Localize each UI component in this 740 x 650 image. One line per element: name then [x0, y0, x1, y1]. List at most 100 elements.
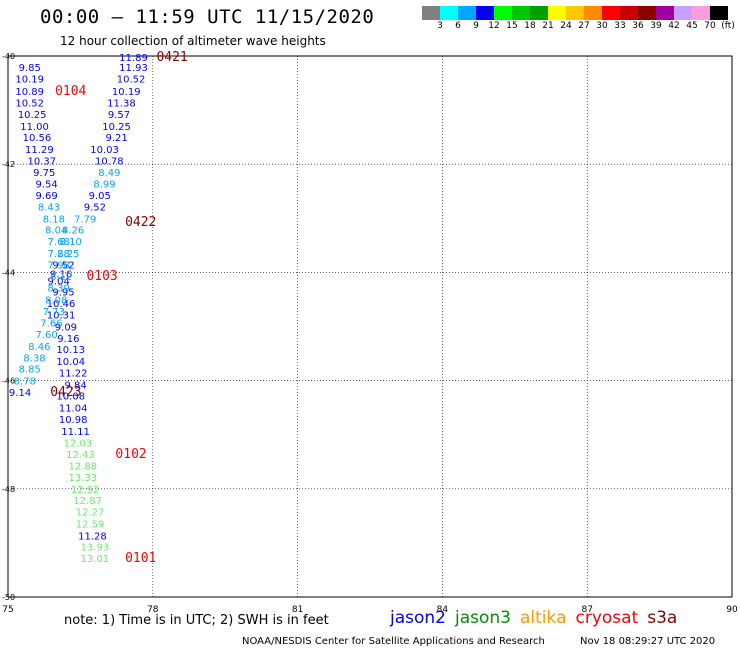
- credit-text: NOAA/NESDIS Center for Satellite Applica…: [242, 636, 545, 647]
- pass-time-label: 0103: [86, 269, 117, 284]
- satellite-legend-item: jason2: [390, 608, 446, 628]
- wave-height-label: 8.08: [45, 295, 67, 306]
- wave-height-label: 11.04: [59, 404, 88, 415]
- y-tick-label: -48: [2, 485, 15, 494]
- x-tick-label: 87: [581, 605, 592, 615]
- colorbar-swatch: [602, 6, 620, 20]
- colorbar-tick-label: 6: [455, 21, 461, 31]
- colorbar-swatch: [638, 6, 656, 20]
- wave-height-label: 10.08: [56, 392, 85, 403]
- x-tick-label: 78: [147, 605, 159, 615]
- y-tick-label: -50: [2, 593, 15, 602]
- x-tick-label: 75: [2, 605, 13, 615]
- colorbar-tick-label: 45: [686, 21, 698, 31]
- colorbar-tick-label: (ft): [721, 21, 735, 31]
- wave-height-label: 7.98: [48, 260, 70, 271]
- colorbar-swatch: [512, 6, 530, 20]
- colorbar-tick-label: 30: [596, 21, 608, 31]
- colorbar-swatch: [476, 6, 494, 20]
- colorbar-swatch: [530, 6, 548, 20]
- wave-height-label: 9.75: [33, 168, 55, 179]
- wave-height-label: 8.39: [48, 284, 70, 295]
- pass-time-label: 0421: [156, 50, 187, 65]
- colorbar-tick-label: 24: [560, 21, 572, 31]
- colorbar-tick-label: 39: [650, 21, 662, 31]
- colorbar-tick-label: 21: [542, 21, 554, 31]
- chart-subtitle: 12 hour collection of altimeter wave hei…: [60, 34, 326, 48]
- wave-height-label: 8.12: [50, 272, 72, 283]
- y-tick-label: -46: [2, 377, 15, 386]
- wave-height-label: 10.13: [56, 345, 85, 356]
- wave-height-label: 8.78: [14, 377, 36, 388]
- colorbar-swatch: [440, 6, 458, 20]
- y-tick-label: -40: [2, 52, 15, 61]
- wave-height-label: 8.10: [60, 237, 82, 248]
- x-tick-label: 81: [292, 605, 303, 615]
- wave-height-label: 12.43: [66, 450, 95, 461]
- colorbar-swatch: [566, 6, 584, 20]
- wave-height-label: 10.52: [117, 75, 146, 86]
- wave-height-label: 9.14: [9, 388, 31, 399]
- pass-time-label: 0101: [125, 551, 156, 566]
- colorbar-swatch: [674, 6, 692, 20]
- wave-height-label: 10.25: [102, 122, 131, 133]
- wave-height-label: 12.87: [73, 496, 102, 507]
- wave-height-label: 10.78: [95, 156, 124, 167]
- colorbar-tick-label: 9: [473, 21, 479, 31]
- wave-height-label: 10.52: [15, 99, 44, 110]
- wave-height-label: 12.88: [68, 462, 97, 473]
- wave-height-label: 12.92: [71, 485, 100, 496]
- wave-height-label: 7.66: [40, 319, 62, 330]
- colorbar-swatch: [584, 6, 602, 20]
- colorbar-tick-label: 33: [614, 21, 626, 31]
- wave-height-label: 9.54: [35, 180, 57, 191]
- colorbar-swatch: [494, 6, 512, 20]
- colorbar-swatch: [692, 6, 710, 20]
- units-note: note: 1) Time is in UTC; 2) SWH is in fe…: [64, 613, 329, 628]
- colorbar-tick-label: 12: [488, 21, 500, 31]
- colorbar-swatch: [422, 6, 440, 20]
- colorbar-swatches: [422, 6, 728, 20]
- wave-height-label: 7.28: [48, 249, 70, 260]
- wave-height-label: 9.09: [55, 323, 77, 334]
- x-tick-label: 90: [726, 605, 738, 615]
- pass-time-label: 0423: [50, 385, 81, 400]
- wave-height-label: 9.85: [19, 63, 41, 74]
- chart-title: 00:00 – 11:59 UTC 11/15/2020: [40, 6, 375, 28]
- colorbar-swatch: [710, 6, 728, 20]
- wave-height-label: 10.98: [59, 415, 88, 426]
- wave-height-label: 11.00: [20, 122, 49, 133]
- colorbar-tick-label: 70: [704, 21, 716, 31]
- satellite-legend-item: altika: [520, 608, 567, 628]
- wave-height-label: 8.26: [62, 226, 84, 237]
- wave-height-label: 7.79: [74, 214, 96, 225]
- wave-height-label: 11.22: [59, 368, 88, 379]
- y-tick-label: -44: [2, 268, 15, 277]
- wave-height-label: 10.46: [47, 299, 76, 310]
- wave-height-label: 12.59: [76, 519, 105, 530]
- colorbar-tick-label: 15: [506, 21, 518, 31]
- x-tick-label: 84: [437, 605, 449, 615]
- wave-height-label: 9.57: [108, 110, 130, 121]
- wave-height-label: 13.33: [68, 473, 97, 484]
- wave-height-label: 10.37: [27, 156, 56, 167]
- wave-height-label: 12.27: [76, 508, 105, 519]
- colorbar-tick-label: 42: [668, 21, 680, 31]
- wave-height-label: 11.93: [119, 63, 148, 74]
- satellite-legend-item: jason3: [455, 608, 511, 628]
- wave-height-label: 10.19: [112, 87, 141, 98]
- timestamp-text: Nov 18 08:29:27 UTC 2020: [580, 636, 716, 647]
- colorbar-tick-label: 36: [632, 21, 644, 31]
- wave-height-label: 9.16: [50, 269, 72, 280]
- wave-height-label: 10.56: [23, 133, 52, 144]
- wave-height-label: 10.03: [90, 145, 119, 156]
- colorbar-swatch: [458, 6, 476, 20]
- colorbar-tick-label: 3: [437, 21, 443, 31]
- wave-height-label: 9.04: [48, 277, 70, 288]
- wave-height-label: 7.73: [43, 307, 65, 318]
- pass-time-label: 0104: [55, 84, 86, 99]
- wave-height-label: 9.95: [52, 287, 74, 298]
- colorbar-tick-label: 18: [524, 21, 536, 31]
- wave-height-label: 9.21: [105, 133, 127, 144]
